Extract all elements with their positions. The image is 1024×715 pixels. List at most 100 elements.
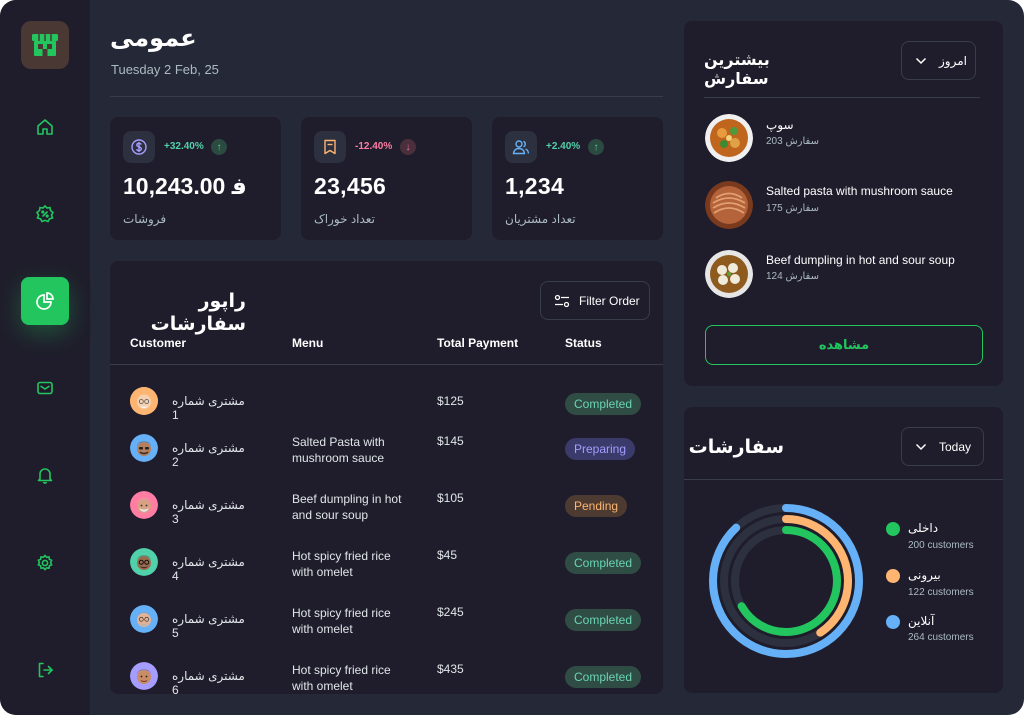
stat-value: 23,456 (314, 173, 387, 199)
discount-icon[interactable] (21, 190, 69, 238)
menu-item: Beef dumpling in hot and sour soup (292, 492, 402, 522)
legend-count: 122 customers (908, 587, 974, 598)
avatar (130, 548, 158, 576)
most-ordered-title: بیشترین سفارش (704, 52, 770, 88)
page-title: عمومی (110, 25, 197, 52)
avatar (130, 662, 158, 690)
column-header-payment[interactable]: Total Payment (437, 336, 519, 350)
menu-item: Hot spicy fried rice with omelet (292, 549, 391, 579)
panel-divider (704, 97, 980, 98)
settings-icon[interactable] (21, 539, 69, 587)
table-row[interactable]: مشتری شماره 4 Hot spicy fried rice with o… (110, 548, 663, 604)
status-badge: Completed (565, 552, 642, 574)
store-icon[interactable] (21, 21, 69, 69)
legend-name: آنلاین (908, 614, 935, 628)
legend-dot-online (886, 615, 900, 629)
arrow-up-icon: ↑ (211, 139, 227, 155)
dumpling-dish-image (705, 250, 753, 298)
stat-change: -12.40% (355, 141, 393, 152)
filter-order-button[interactable]: Filter Order (540, 281, 650, 320)
avatar (130, 434, 158, 462)
legend-name: داخلی (908, 521, 939, 535)
table-row[interactable]: مشتری شماره 5 Hot spicy fried rice with o… (110, 605, 663, 661)
avatar (130, 605, 158, 633)
dollar-icon (123, 131, 155, 163)
dish-name: Beef dumpling in hot and sour soup (766, 253, 955, 267)
orders-donut-chart (709, 504, 863, 658)
table-row[interactable]: مشتری شماره 3 Beef dumpling in hot and so… (110, 491, 663, 547)
home-icon[interactable] (21, 103, 69, 151)
customer-name: مشتری شماره 4 (172, 555, 245, 583)
bookmark-icon (314, 131, 346, 163)
total-payment: $105 (437, 491, 464, 505)
legend-count: 264 customers (908, 632, 974, 643)
stat-change: +32.40% (164, 141, 204, 152)
menu-item: Hot spicy fried rice with omelet (292, 663, 391, 693)
period-dropdown[interactable]: امروز (901, 41, 976, 80)
status-badge: Completed (565, 666, 642, 688)
dish-order-count: 124 سفارش (766, 271, 819, 282)
period-label: Today (939, 439, 972, 454)
stat-card-sales: +32.40% ↑ 10,243.00 ﻓ فروشات (110, 117, 281, 240)
stat-label: تعداد مشتریان (505, 212, 576, 226)
table-divider (110, 364, 663, 365)
avatar (130, 387, 158, 415)
table-row[interactable]: مشتری شماره 1 $125 Completed (110, 387, 663, 443)
total-payment: $145 (437, 434, 464, 448)
arrow-up-icon: ↑ (588, 139, 604, 155)
menu-item: Salted Pasta with mushroom sauce (292, 435, 385, 465)
total-payment: $435 (437, 662, 464, 676)
stat-change: +2.40% (546, 141, 581, 152)
orders-chart-panel: سفارشات Today داخلی 200 customers بیرونی… (684, 407, 1003, 693)
filter-order-label: Filter Order (579, 293, 640, 308)
stat-label: فروشات (123, 212, 167, 226)
customer-name: مشتری شماره 2 (172, 441, 245, 469)
legend-count: 200 customers (908, 540, 974, 551)
column-header-menu[interactable]: Menu (292, 336, 324, 350)
stat-label: تعداد خوراک (314, 212, 375, 226)
ring-segment-264 (709, 504, 863, 658)
logout-icon[interactable] (21, 646, 69, 694)
sidebar (0, 0, 90, 715)
column-header-status[interactable]: Status (565, 336, 602, 350)
column-header-customer[interactable]: Customer (130, 336, 187, 350)
page-date: Tuesday 2 Feb, 25 (111, 62, 219, 77)
chevron-down-icon (915, 57, 927, 64)
total-payment: $45 (437, 548, 458, 562)
period-dropdown[interactable]: Today (901, 427, 984, 466)
arrow-down-icon: ↓ (400, 139, 416, 155)
customer-name: مشتری شماره 1 (172, 394, 245, 422)
menu-item: Hot spicy fried rice with omelet (292, 606, 391, 636)
table-row[interactable]: مشتری شماره 6 Hot spicy fried rice with o… (110, 662, 663, 694)
ring-segment-200 (731, 526, 841, 636)
chevron-down-icon (915, 443, 927, 450)
header-divider (110, 96, 663, 97)
period-label: امروز (939, 53, 967, 68)
legend-dot-dine-in (886, 522, 900, 536)
filter-icon (554, 294, 570, 307)
status-badge: Preparing (565, 438, 636, 460)
report-title: راپور سفارشات (150, 291, 246, 335)
total-payment: $245 (437, 605, 464, 619)
status-badge: Completed (565, 609, 642, 631)
stat-value: 10,243.00 ﻓ (123, 173, 247, 199)
status-badge: Pending (565, 495, 628, 517)
orders-report: راپور سفارشات Filter Order Customer Menu… (110, 261, 663, 694)
customer-name: مشتری شماره 3 (172, 498, 245, 526)
chart-pie-icon[interactable] (21, 277, 69, 325)
orders-title: سفارشات (688, 437, 784, 458)
panel-divider (684, 479, 1003, 480)
view-all-button[interactable]: مشاهده (705, 325, 983, 365)
dish-name: سوپ (766, 118, 794, 132)
users-icon (505, 131, 537, 163)
pasta-dish-image (705, 181, 753, 229)
mail-icon[interactable] (21, 364, 69, 412)
ring-segment-122 (720, 515, 852, 647)
stat-card-customers: +2.40% ↑ 1,234 تعداد مشتریان (492, 117, 663, 240)
dish-order-count: 175 سفارش (766, 203, 819, 214)
legend-dot-takeaway (886, 569, 900, 583)
table-row[interactable]: مشتری شماره 2 Salted Pasta with mushroom … (110, 434, 663, 490)
customer-name: مشتری شماره 6 (172, 669, 245, 694)
customer-name: مشتری شماره 5 (172, 612, 245, 640)
bell-icon[interactable] (21, 451, 69, 499)
